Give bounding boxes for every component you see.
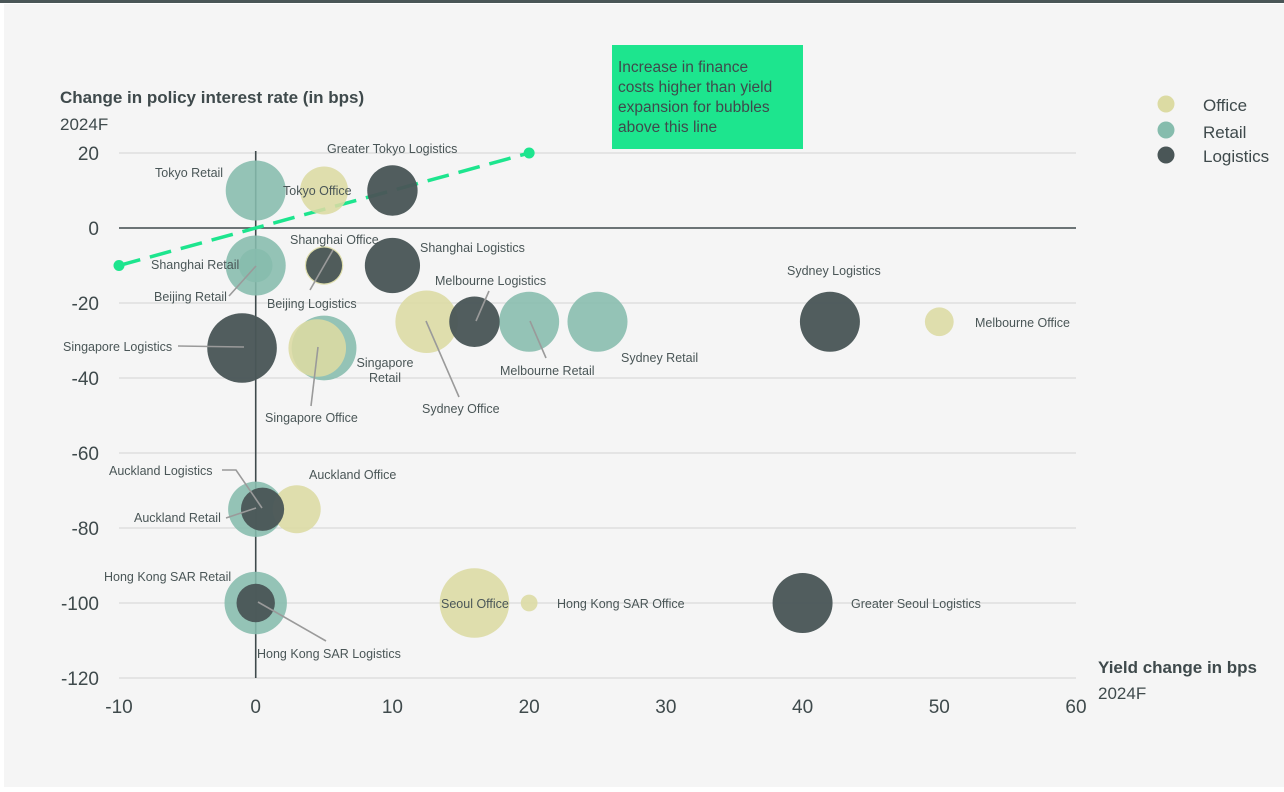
legend: Office Retail Logistics — [1157, 95, 1269, 166]
x-tick-label: 50 — [929, 697, 950, 718]
bubble-label-hong-kong-sar-retail: Hong Kong SAR Retail — [104, 570, 231, 584]
bubble-singapore-logistics — [207, 313, 277, 383]
bubble-beijing-retail — [238, 248, 273, 283]
bubble-label-auckland-logistics: Auckland Logistics — [109, 464, 213, 478]
leader-line — [529, 320, 547, 359]
x-tick-label: 20 — [519, 697, 540, 718]
threshold-start-dot — [113, 260, 125, 271]
bubble-tokyo-retail — [225, 160, 286, 221]
bubble-seoul-office — [439, 568, 510, 638]
bubble-label-hong-kong-sar-office: Hong Kong SAR Office — [557, 597, 685, 611]
bubble-label-shanghai-retail: Shanghai Retail — [151, 258, 239, 272]
bubble-shanghai-logistics — [364, 237, 421, 294]
legend-swatch-logistics — [1157, 146, 1175, 164]
bubble-label-singapore-office: Singapore Office — [265, 411, 358, 425]
y-axis-title: Change in policy interest rate (in bps) — [60, 88, 364, 107]
bubble-label-beijing-retail: Beijing Retail — [154, 290, 227, 304]
x-tick-label: 10 — [382, 697, 403, 718]
bubble-label-sydney-logistics: Sydney Logistics — [787, 264, 881, 278]
legend-swatch-retail — [1157, 121, 1175, 139]
leader-line — [222, 469, 263, 509]
bubble-label-tokyo-office: Tokyo Office — [283, 184, 352, 198]
leader-line — [225, 507, 257, 519]
bubble-label-seoul-office: Seoul Office — [441, 597, 509, 611]
leader-line — [309, 249, 334, 291]
bubble-hong-kong-sar-logistics — [236, 583, 275, 623]
leader-line — [425, 320, 460, 398]
bubble-label-greater-tokyo-logistics: Greater Tokyo Logistics — [327, 142, 457, 156]
y-tick-label: -40 — [72, 369, 99, 390]
leader-line — [228, 265, 257, 297]
x-axis-title: Yield change in bps — [1098, 658, 1257, 677]
bubble-label-singapore-retail-2: Retail — [369, 371, 401, 385]
bubble-label-sydney-retail: Sydney Retail — [621, 351, 698, 365]
y-tick-label: -80 — [72, 519, 99, 540]
bubble-label-shanghai-office: Shanghai Office — [290, 233, 379, 247]
annotation-box: Increase in finance costs higher than yi… — [612, 45, 803, 149]
x-axis-subtitle: 2024F — [1098, 684, 1146, 703]
bubble-label-melbourne-office: Melbourne Office — [975, 316, 1070, 330]
y-tick-label: -100 — [61, 594, 99, 615]
bubble-auckland-logistics — [240, 487, 285, 531]
bubble-label-sydney-office: Sydney Office — [422, 402, 500, 416]
leader-line — [310, 346, 319, 407]
bubble-greater-seoul-logistics — [772, 573, 833, 633]
legend-swatch-office — [1157, 95, 1175, 113]
bubble-tokyo-office — [300, 166, 349, 215]
annotation-line-1: Increase in finance — [618, 59, 748, 76]
bubble-sydney-logistics — [799, 291, 860, 352]
legend-label-retail: Retail — [1203, 123, 1246, 142]
bubble-label-auckland-office: Auckland Office — [309, 468, 396, 482]
top-rule — [0, 0, 1284, 3]
bubble-label-shanghai-logistics: Shanghai Logistics — [420, 241, 525, 255]
threshold-end-dot — [523, 147, 535, 159]
bubble-auckland-office — [272, 485, 321, 534]
y-tick-label: 0 — [88, 219, 99, 240]
bubble-label-greater-seoul-logistics: Greater Seoul Logistics — [851, 597, 981, 611]
y-tick-label: -20 — [72, 294, 99, 315]
bubble-labels: Tokyo Office Shanghai Office Singapore Off… — [63, 142, 1070, 661]
bubble-melbourne-logistics — [449, 296, 500, 347]
legend-label-logistics: Logistics — [1203, 147, 1269, 166]
annotation-line-3: expansion for bubbles — [618, 99, 770, 116]
y-tick-label: -120 — [61, 669, 99, 690]
y-axis-subtitle: 2024F — [60, 115, 108, 134]
leader-lines — [177, 249, 547, 642]
y-tick-label: 20 — [78, 144, 99, 165]
legend-label-office: Office — [1203, 96, 1247, 115]
bubble-label-hong-kong-sar-logistics: Hong Kong SAR Logistics — [257, 647, 401, 661]
bubble-label-singapore-retail: Singapore — [357, 356, 414, 370]
x-tick-label: 0 — [250, 697, 261, 718]
bubble-greater-tokyo-logistics — [367, 165, 418, 216]
x-tick-label: 60 — [1065, 697, 1086, 718]
bubble-label-melbourne-logistics: Melbourne Logistics — [435, 274, 546, 288]
annotation-background — [612, 45, 803, 149]
bubble-sydney-retail — [567, 291, 628, 352]
bubble-label-melbourne-retail: Melbourne Retail — [500, 364, 595, 378]
bubble-label-singapore-logistics: Singapore Logistics — [63, 340, 172, 354]
bubble-label-auckland-retail: Auckland Retail — [134, 511, 221, 525]
bubble-melbourne-retail — [499, 291, 560, 352]
x-tick-label: 40 — [792, 697, 813, 718]
annotation-line-2: costs higher than yield — [618, 79, 772, 96]
bubble-label-tokyo-retail: Tokyo Retail — [155, 166, 223, 180]
axis-ticks: 200-20-40-60-80-100-120-10 0 10 20 30 40 50 60 — [61, 144, 1087, 718]
x-tick-label: 30 — [655, 697, 676, 718]
leader-line — [475, 290, 490, 322]
annotation-line-4: above this line — [618, 119, 717, 136]
bubble-label-beijing-logistics: Beijing Logistics — [267, 297, 357, 311]
y-tick-label: -60 — [72, 444, 99, 465]
leader-line — [177, 345, 245, 348]
bubble-hong-kong-sar-office — [520, 594, 538, 612]
bubble-melbourne-office — [924, 307, 954, 337]
x-tick-label: -10 — [105, 697, 132, 718]
bubbles — [207, 160, 954, 638]
leader-line — [257, 601, 327, 642]
